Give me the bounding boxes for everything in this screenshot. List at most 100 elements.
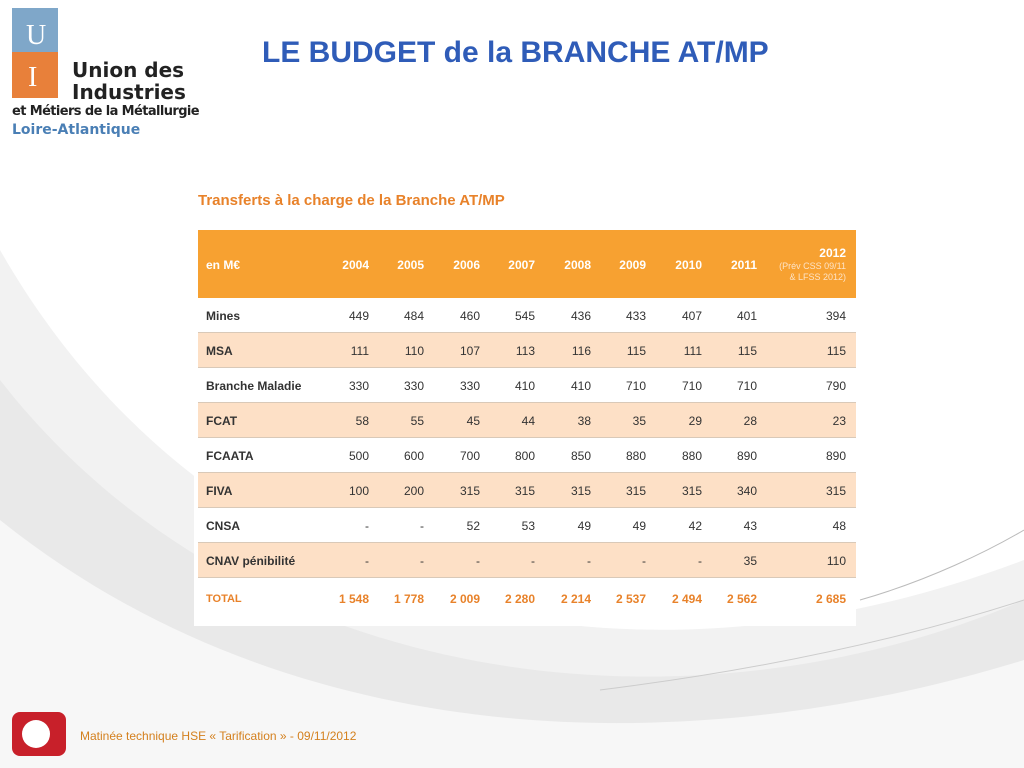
table-row — [198, 298, 856, 333]
total-cell: 1 548 — [338, 592, 369, 606]
header-cell: 2007 — [508, 258, 535, 272]
table-cell: 890 — [736, 449, 757, 463]
total-cell: 2 537 — [615, 592, 646, 606]
table-cell: - — [365, 554, 369, 568]
table-cell: 436 — [570, 309, 591, 323]
table-cell: 100 — [348, 484, 369, 498]
table-cell: 500 — [348, 449, 369, 463]
table-cell: 330 — [348, 379, 369, 393]
table-row — [198, 403, 856, 438]
table-cell: 880 — [625, 449, 646, 463]
header-cell: 2006 — [453, 258, 480, 272]
table-row — [198, 438, 856, 473]
header-cell: 2008 — [564, 258, 591, 272]
table-cell: 484 — [403, 309, 424, 323]
header-cell: 2010 — [675, 258, 702, 272]
table-cell: 880 — [681, 449, 702, 463]
table-cell: 52 — [466, 519, 480, 533]
table-cell: 410 — [570, 379, 591, 393]
table-cell: 110 — [404, 344, 424, 358]
footer: Matinée technique HSE « Tarification » -… — [80, 729, 357, 743]
table-cell: 49 — [632, 519, 646, 533]
header-cell: 2004 — [342, 258, 369, 272]
logo-text: Union des — [72, 58, 185, 82]
slide-title: LE BUDGET de la BRANCHE AT/MP — [262, 36, 769, 69]
table-cell: 700 — [459, 449, 480, 463]
table-cell: 710 — [625, 379, 646, 393]
logo-text: Industries — [72, 80, 186, 104]
table-cell: 449 — [348, 309, 369, 323]
header-cell: 2005 — [397, 258, 424, 272]
table-cell: 460 — [459, 309, 480, 323]
row-label: Mines — [206, 309, 241, 323]
table-cell: - — [587, 554, 591, 568]
table-row — [198, 508, 856, 543]
table-cell: 710 — [736, 379, 757, 393]
table-row — [198, 368, 856, 403]
logo-region: Loire-Atlantique — [12, 122, 141, 138]
header-note: & LFSS 2012) — [789, 272, 846, 282]
table-cell: 315 — [570, 484, 591, 498]
table-cell: 315 — [825, 484, 846, 498]
row-label: FCAT — [206, 414, 238, 428]
total-label: TOTAL — [206, 593, 242, 605]
table-cell: 38 — [577, 414, 591, 428]
table-cell: 545 — [514, 309, 535, 323]
table-cell: 800 — [514, 449, 535, 463]
table-cell: 48 — [832, 519, 846, 533]
table-cell: - — [476, 554, 480, 568]
table-cell: 330 — [403, 379, 424, 393]
table-cell: 55 — [410, 414, 424, 428]
total-cell: 2 685 — [815, 592, 846, 606]
table-cell: 107 — [459, 344, 480, 358]
table-header — [198, 230, 856, 298]
table-cell: 710 — [681, 379, 702, 393]
table-cell: 315 — [459, 484, 480, 498]
table-cell: - — [420, 554, 424, 568]
total-cell: 2 214 — [560, 592, 591, 606]
table-cell: 45 — [466, 414, 480, 428]
row-label: Branche Maladie — [206, 379, 302, 393]
table-cell: 401 — [736, 309, 757, 323]
total-cell: 2 562 — [726, 592, 757, 606]
table-cell: - — [420, 519, 424, 533]
table-cell: - — [365, 519, 369, 533]
row-label: CNSA — [206, 519, 241, 533]
row-label: CNAV pénibilité — [206, 554, 296, 568]
total-cell: 1 778 — [393, 592, 424, 606]
table-cell: 111 — [350, 344, 369, 358]
table-cell: - — [698, 554, 702, 568]
header-cell: 2012 — [819, 246, 846, 260]
table-cell: 116 — [571, 344, 591, 358]
logo-letter: U — [26, 20, 47, 51]
header-note: (Prév CSS 09/11 — [779, 261, 846, 271]
table-cell: 49 — [577, 519, 591, 533]
logo-text: et Métiers de la Métallurgie — [12, 104, 200, 119]
table-cell: - — [531, 554, 535, 568]
table-cell: 23 — [832, 414, 846, 428]
table-cell: 111 — [683, 344, 702, 358]
table-cell: 600 — [403, 449, 424, 463]
header-cell: 2011 — [730, 258, 757, 272]
row-label: FIVA — [206, 484, 233, 498]
table-cell: 200 — [403, 484, 424, 498]
table-cell: 315 — [514, 484, 535, 498]
table-cell: 28 — [743, 414, 757, 428]
table-cell: 407 — [681, 309, 702, 323]
table-row — [198, 333, 856, 368]
table-cell: 115 — [826, 344, 846, 358]
table-cell: 315 — [681, 484, 702, 498]
table-cell: 53 — [521, 519, 535, 533]
header-cell: 2009 — [619, 258, 646, 272]
table-cell: - — [642, 554, 646, 568]
table-cell: 790 — [825, 379, 846, 393]
table-caption: Transferts à la charge de la Branche AT/… — [198, 192, 505, 209]
table-cell: 113 — [515, 344, 535, 358]
table-cell: 115 — [737, 344, 757, 358]
row-label: MSA — [206, 344, 233, 358]
table-cell: 890 — [825, 449, 846, 463]
total-cell: 2 009 — [449, 592, 480, 606]
table-cell: 43 — [743, 519, 757, 533]
